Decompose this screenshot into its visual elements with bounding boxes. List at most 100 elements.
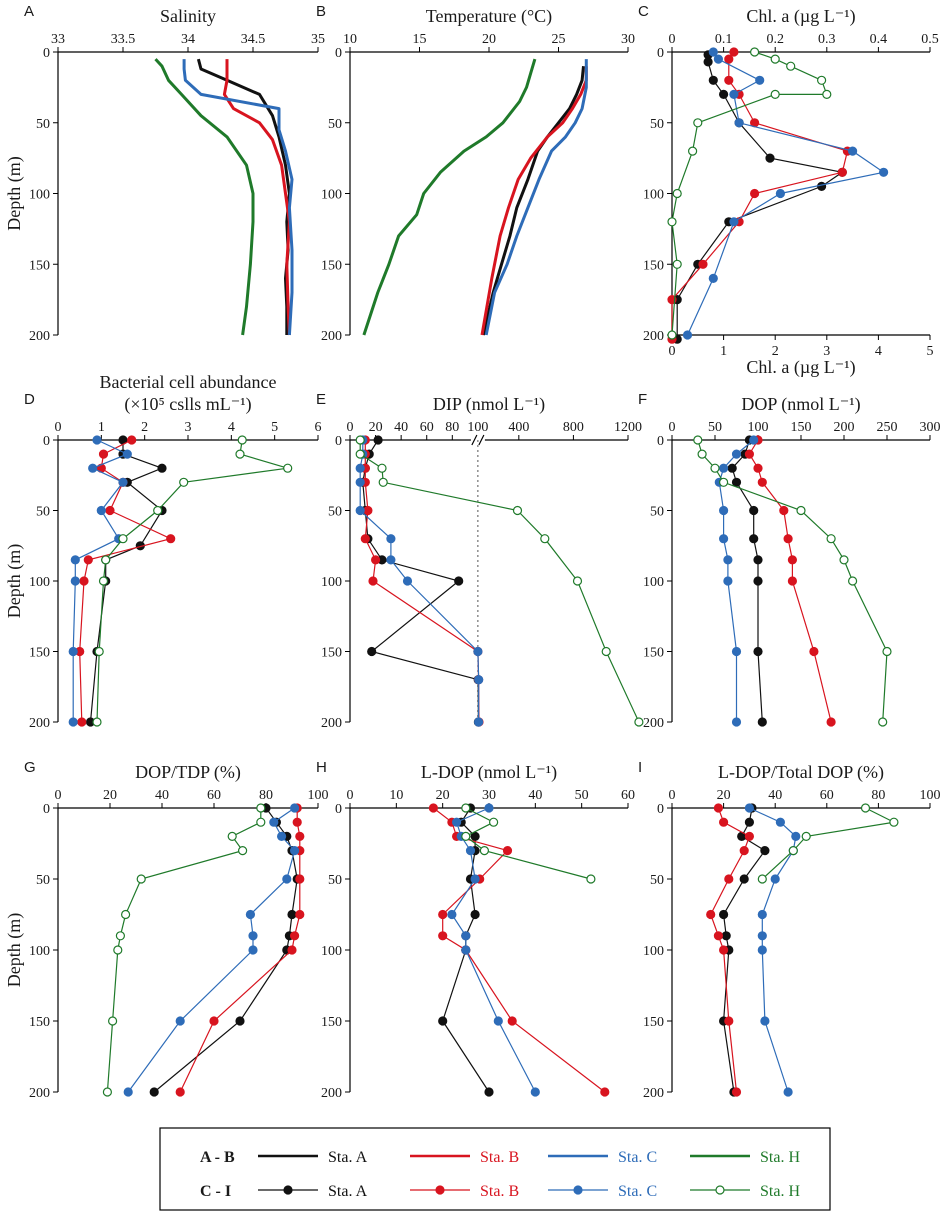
data-point	[713, 803, 724, 813]
data-point	[461, 931, 471, 941]
series-line	[451, 807, 536, 1093]
x-tick-label: 15	[413, 32, 427, 47]
legend-entry-b: Sta. B	[480, 1149, 519, 1166]
panel-title: L-DOP (nmol L⁻¹)	[421, 762, 557, 783]
data-point	[295, 909, 305, 920]
x-tick-label: 40	[394, 420, 408, 435]
data-point	[282, 874, 292, 884]
series-h	[757, 803, 899, 884]
series-h	[461, 803, 596, 884]
x-tick-label: 400	[508, 420, 529, 435]
y-tick-label: 150	[643, 1015, 664, 1030]
series-line	[127, 807, 296, 1093]
y-tick-label: 50	[328, 117, 342, 132]
legend-swatch-marker	[715, 1185, 725, 1195]
data-point	[837, 167, 847, 177]
legend-entry-b: Sta. B	[480, 1183, 519, 1200]
data-point	[718, 945, 729, 955]
x-tick-label: 0.5	[921, 32, 939, 47]
y-axis-label: Depth (m)	[4, 913, 25, 987]
x-tick-label: 20	[482, 32, 496, 47]
data-point	[88, 463, 98, 473]
series-line	[480, 66, 588, 336]
y-tick-label: 200	[321, 329, 342, 344]
series-line	[196, 58, 291, 335]
data-point	[744, 803, 755, 813]
series-c	[182, 59, 294, 336]
data-point	[248, 945, 258, 955]
legend-entry-a: Sta. A	[328, 1149, 368, 1166]
x2-tick-label: 0	[669, 344, 676, 359]
x-tick-label: 100	[467, 420, 488, 435]
data-point	[79, 576, 89, 586]
data-point	[723, 555, 733, 565]
data-point	[127, 435, 137, 445]
y-tick-label: 200	[643, 329, 664, 344]
y-tick-label: 100	[321, 944, 342, 959]
series-b	[706, 803, 755, 1097]
data-point	[77, 717, 87, 727]
y-tick-label: 200	[321, 716, 342, 731]
data-point	[878, 717, 888, 727]
y-tick-label: 0	[43, 434, 50, 449]
y-tick-label: 200	[321, 1086, 342, 1101]
legend-swatch-marker	[283, 1185, 293, 1195]
data-point	[402, 576, 413, 586]
data-point	[826, 534, 836, 544]
x-tick-label: 33.5	[111, 32, 136, 47]
data-point	[461, 803, 471, 813]
data-point	[734, 118, 744, 128]
series-a	[149, 803, 302, 1097]
data-point	[839, 555, 849, 565]
data-point	[237, 435, 247, 445]
data-point	[473, 646, 483, 657]
data-point	[753, 576, 763, 586]
data-point	[238, 845, 248, 856]
data-point	[120, 909, 131, 920]
legend-entry-a: Sta. A	[328, 1183, 368, 1200]
y-tick-label: 100	[643, 575, 664, 590]
data-point	[682, 330, 693, 340]
data-point	[755, 75, 765, 85]
data-point	[718, 89, 729, 100]
panel-letter: A	[24, 3, 34, 20]
data-point	[718, 505, 729, 516]
x-tick-label: 20	[717, 788, 731, 803]
data-point	[727, 463, 737, 473]
data-point	[360, 534, 370, 544]
legend-entry-c: Sta. C	[618, 1183, 657, 1200]
x-tick-label: 80	[445, 420, 459, 435]
x-tick-label: 1200	[614, 420, 642, 435]
panel-letter: D	[24, 391, 35, 408]
panel-d: 0 50 100 150 200 0 1 2 3 4 5 6 D Bacterial cell abund…	[4, 372, 322, 731]
data-point	[256, 803, 266, 813]
y-tick-label: 50	[650, 117, 664, 132]
data-point	[438, 909, 448, 920]
data-point	[447, 909, 457, 920]
data-point	[693, 118, 703, 128]
series-h	[362, 58, 537, 336]
series-c	[447, 803, 540, 1097]
data-point	[718, 909, 729, 920]
data-point	[484, 1087, 494, 1097]
data-point	[355, 449, 365, 459]
data-point	[461, 831, 471, 842]
data-point	[667, 217, 677, 227]
y-tick-label: 200	[29, 329, 50, 344]
data-point	[687, 146, 698, 156]
x-tick-label: 0	[55, 788, 62, 803]
panel-h: 0 50 100 150 200 0 10 20 30 40 50 60 H L-DOP (nmol L⁻…	[316, 759, 635, 1101]
x-tick-label: 60	[820, 788, 834, 803]
data-point	[479, 845, 489, 856]
data-point	[760, 1016, 770, 1026]
data-point	[474, 717, 484, 727]
data-point	[157, 463, 167, 473]
x2-tick-label: 5	[927, 344, 934, 359]
data-point	[474, 675, 484, 685]
y-tick-label: 0	[657, 46, 664, 61]
data-point	[438, 1016, 448, 1026]
legend-entry-c: Sta. C	[618, 1149, 657, 1166]
series-a	[196, 58, 291, 335]
data-point	[749, 435, 759, 445]
data-point	[723, 576, 733, 586]
